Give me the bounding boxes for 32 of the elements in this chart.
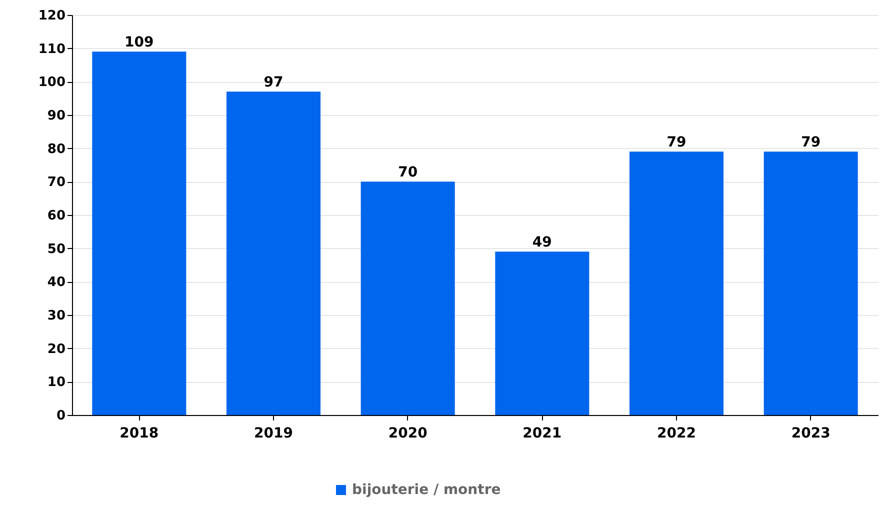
y-tick-label: 40 (47, 275, 66, 290)
y-tick-label: 110 (38, 42, 66, 57)
x-tick-label: 2021 (522, 426, 562, 442)
y-tick-label: 120 (38, 8, 66, 24)
data-label: 49 (532, 234, 552, 251)
y-tick-label: 20 (47, 342, 66, 357)
bar (92, 52, 186, 415)
y-tick-label: 100 (38, 75, 66, 90)
x-tick-label: 2023 (791, 426, 830, 442)
y-tick-label: 90 (47, 108, 66, 124)
bar (629, 152, 724, 415)
y-tick-label: 50 (47, 242, 66, 257)
bar (764, 152, 858, 415)
y-tick-label: 80 (47, 142, 66, 157)
x-tick-label: 2018 (120, 426, 159, 442)
data-label: 97 (264, 74, 284, 91)
x-tick-label: 2019 (254, 426, 293, 442)
bar (360, 182, 455, 415)
data-label: 79 (666, 134, 686, 151)
data-label: 79 (801, 134, 821, 151)
data-label: 109 (124, 34, 154, 51)
data-label: 70 (398, 164, 418, 181)
y-tick-label: 0 (56, 408, 66, 424)
legend-label: bijouterie / montre (352, 482, 501, 498)
bar (226, 92, 321, 415)
x-tick-label: 2022 (657, 426, 696, 442)
x-tick-label: 2020 (388, 426, 428, 442)
y-tick-label: 30 (47, 308, 66, 324)
y-tick-label: 10 (47, 375, 66, 390)
y-tick-label: 70 (47, 175, 66, 190)
y-tick-label: 60 (47, 208, 66, 224)
bar (495, 252, 590, 415)
